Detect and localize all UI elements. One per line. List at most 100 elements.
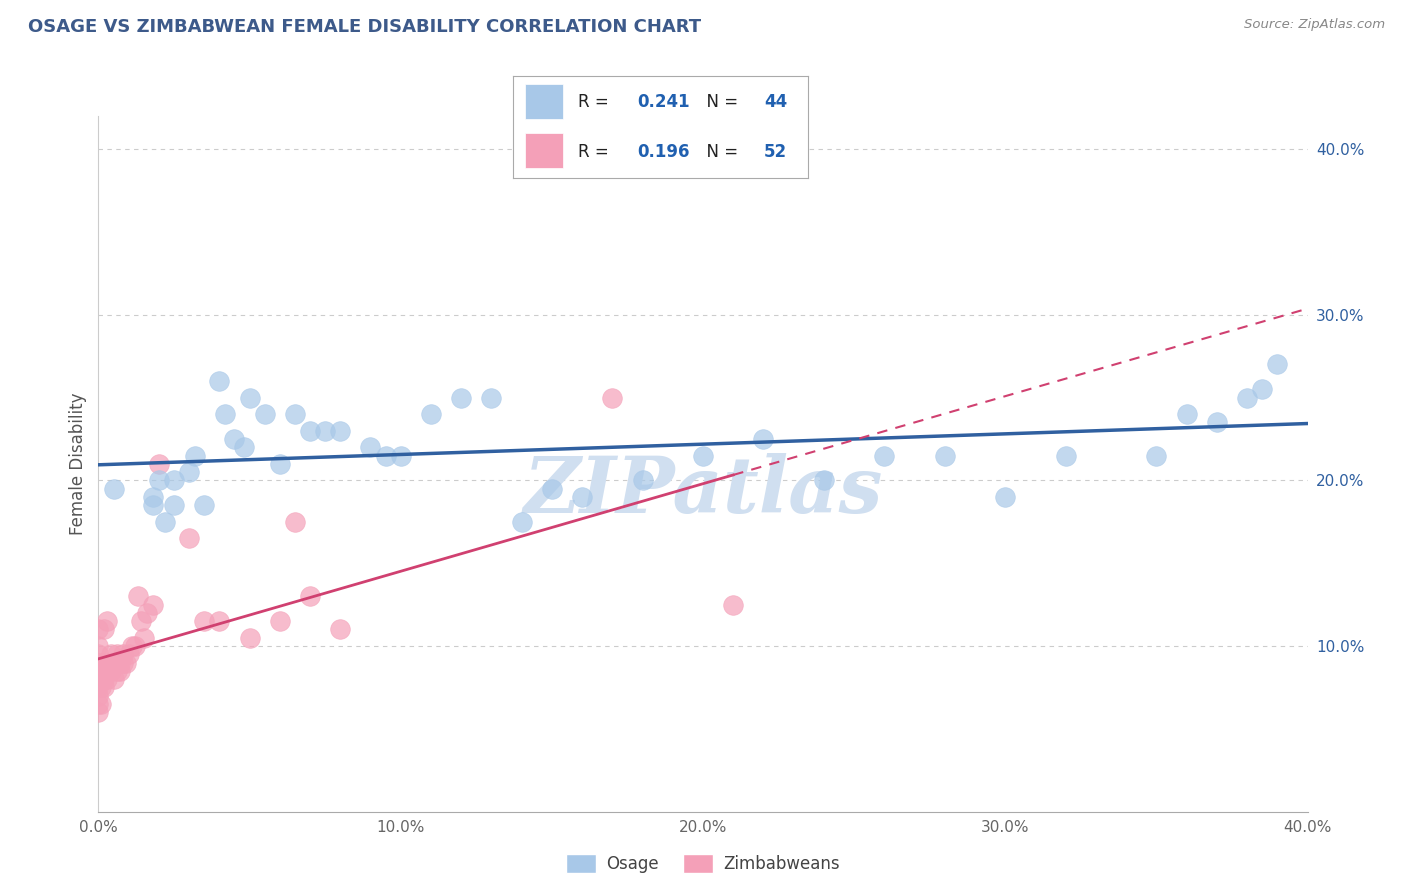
Point [873,449,896,463]
Text: ZIPatlas: ZIPatlas [523,453,883,530]
Point [232,440,254,454]
Point [148,457,170,471]
Point [163,474,186,488]
Point [540,482,562,496]
Point [127,590,149,604]
Point [135,606,157,620]
Point [1206,416,1229,430]
Point [105,648,128,662]
Point [108,656,131,670]
Point [284,407,307,421]
Point [389,449,412,463]
Point [723,598,745,612]
Point [374,449,396,463]
Point [100,664,122,678]
Point [1251,382,1274,396]
Point [103,482,125,496]
Point [93,681,115,695]
Point [179,465,201,479]
Point [153,515,176,529]
Point [108,664,131,678]
Point [90,656,112,670]
Point [481,391,503,405]
Point [103,656,125,670]
Point [813,474,835,488]
Point [87,672,110,686]
Point [111,648,134,662]
Legend: Osage, Zimbabweans: Osage, Zimbabweans [560,847,846,880]
Point [87,689,110,703]
Point [87,706,110,720]
Point [96,664,118,678]
Text: 44: 44 [765,94,787,112]
Point [329,424,352,438]
Point [269,614,291,628]
Text: R =: R = [578,143,614,161]
Text: 0.196: 0.196 [637,143,690,161]
Point [142,498,165,512]
Point [214,407,236,421]
Point [90,681,112,695]
Point [1054,449,1077,463]
Point [132,631,155,645]
Point [450,391,472,405]
Point [129,614,152,628]
Text: Source: ZipAtlas.com: Source: ZipAtlas.com [1244,18,1385,31]
Point [142,490,165,504]
Point [420,407,443,421]
Point [299,424,322,438]
Point [284,515,307,529]
Bar [524,133,564,168]
Point [510,515,533,529]
Point [93,664,115,678]
Point [87,639,110,653]
Point [87,681,110,695]
Point [179,532,201,546]
Point [752,432,775,446]
Point [184,449,207,463]
Point [224,432,246,446]
Point [90,672,112,686]
Point [631,474,654,488]
Point [87,697,110,711]
Point [253,407,276,421]
Text: N =: N = [696,143,744,161]
Point [142,598,165,612]
Point [93,623,115,637]
Point [114,656,136,670]
Point [208,614,231,628]
Point [269,457,291,471]
Y-axis label: Female Disability: Female Disability [69,392,87,535]
Point [96,656,118,670]
Point [329,623,352,637]
Point [193,498,215,512]
Point [239,391,262,405]
Point [1175,407,1198,421]
Text: R =: R = [578,94,614,112]
Point [111,656,134,670]
Point [124,639,146,653]
Point [87,648,110,662]
Point [87,664,110,678]
Point [994,490,1017,504]
Point [93,672,115,686]
Point [96,614,118,628]
Point [163,498,186,512]
Point [692,449,714,463]
Point [1144,449,1167,463]
Point [360,440,382,454]
Point [934,449,956,463]
Point [118,648,141,662]
Point [87,656,110,670]
Text: 52: 52 [765,143,787,161]
Point [105,664,128,678]
Bar [524,84,564,119]
Point [100,648,122,662]
Point [571,490,593,504]
Point [193,614,215,628]
Point [96,672,118,686]
Point [121,639,143,653]
Text: N =: N = [696,94,744,112]
Point [103,672,125,686]
Point [1267,358,1289,372]
